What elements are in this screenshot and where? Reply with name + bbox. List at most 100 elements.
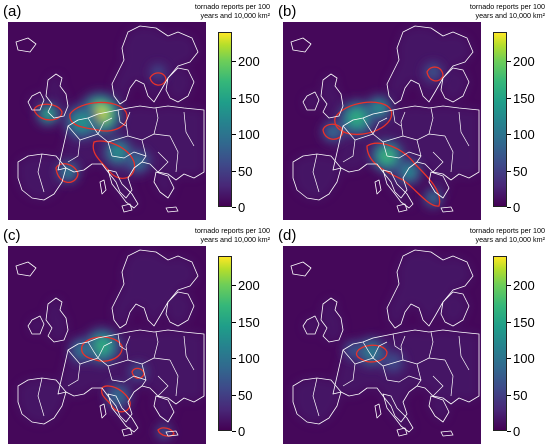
coastline: [15, 261, 37, 277]
coastline: [121, 203, 133, 213]
country-border: [444, 135, 454, 173]
coastline: [290, 261, 312, 277]
density-hotspot: [135, 369, 141, 375]
colorbar-title-line: years and 10,000 km²: [475, 11, 545, 20]
panel-label: (d): [278, 227, 297, 244]
coastline: [165, 430, 179, 437]
coastline: [386, 249, 474, 329]
colorbar-tick-label: 100: [513, 351, 535, 367]
colorbar-title: tornado reports per 100 years and 10,000 …: [152, 2, 270, 20]
colorbar-tick-label: 100: [238, 127, 260, 143]
country-border: [392, 109, 402, 127]
coastline: [302, 91, 320, 111]
colorbar-tick-mark: [507, 97, 511, 99]
density-hotspot: [76, 116, 88, 128]
country-border: [67, 349, 81, 387]
colorbar-title-line: tornado reports per 100: [469, 226, 545, 235]
coastline: [386, 25, 474, 105]
country-border: [87, 341, 99, 359]
country-border: [79, 357, 113, 381]
country-border: [125, 111, 131, 137]
country-border: [458, 335, 470, 371]
country-border: [157, 151, 169, 173]
density-contour: [157, 427, 175, 437]
colorbar-tick-mark: [507, 431, 511, 432]
density-contour: [149, 72, 167, 86]
colorbar-title-line: years and 10,000 km²: [200, 235, 270, 244]
colorbar-tick-label: 150: [238, 90, 260, 106]
country-border: [97, 117, 113, 135]
colorbar-tick-mark: [232, 61, 236, 63]
coastline: [332, 105, 480, 199]
country-border: [432, 375, 444, 397]
colorbar-tick-label: 200: [238, 278, 260, 294]
density-hotspot: [96, 340, 108, 352]
country-border: [362, 341, 374, 359]
europe-map: [283, 246, 481, 444]
density-hotspot: [350, 347, 356, 353]
country-border: [312, 153, 320, 193]
coastline: [320, 297, 344, 343]
colorbar-tick-mark: [232, 321, 236, 323]
country-border: [458, 111, 470, 147]
colorbar-title-line: tornado reports per 100: [469, 2, 545, 11]
density-contour: [69, 101, 128, 132]
density-hotspot: [375, 104, 383, 112]
map-panel-d: (d) tornado reports per 100 years and 10,…: [275, 224, 550, 447]
colorbar-tick-label: 0: [238, 200, 246, 215]
europe-map: [8, 22, 206, 220]
coastline: [57, 329, 205, 423]
country-border: [372, 117, 388, 135]
coastline: [292, 153, 342, 201]
density-contour: [33, 103, 63, 121]
coastline: [165, 67, 195, 103]
country-border: [354, 133, 388, 157]
colorbar-tick-label: 150: [513, 90, 535, 106]
coastline: [440, 291, 470, 327]
colorbar-tick-label: 200: [238, 54, 260, 70]
europe-map: [8, 246, 206, 444]
country-border: [67, 125, 81, 163]
country-border: [392, 333, 402, 351]
coastline: [17, 153, 67, 201]
country-border: [117, 109, 127, 127]
coastline: [302, 315, 320, 335]
coastline: [165, 206, 179, 213]
panel-label: (b): [278, 3, 297, 20]
colorbar-tick-mark: [507, 321, 511, 323]
density-contour: [322, 123, 344, 140]
country-border: [183, 111, 195, 147]
coastline: [153, 395, 175, 423]
europe-map: [283, 22, 481, 220]
colorbar-tick-label: 200: [513, 54, 535, 70]
country-border: [354, 357, 388, 381]
country-border: [157, 375, 169, 397]
coastline: [111, 249, 199, 329]
country-border: [169, 359, 179, 397]
coastline: [27, 315, 45, 335]
colorbar-tick-label: 0: [238, 424, 246, 439]
country-border: [97, 341, 113, 359]
colorbar-title: tornado reports per 100 years and 10,000 …: [427, 226, 545, 244]
coastline: [440, 67, 470, 103]
colorbar-tick-mark: [232, 134, 236, 136]
density-hotspot: [161, 429, 167, 435]
coastline: [320, 73, 344, 119]
colorbar-tick-mark: [507, 134, 511, 136]
country-border: [428, 331, 434, 359]
colorbar-tick-mark: [232, 394, 236, 396]
colorbar-tick-mark: [507, 170, 511, 172]
country-border: [386, 375, 422, 383]
density-hotspot: [113, 147, 123, 157]
coastline: [17, 377, 67, 425]
colorbar-tick-mark: [507, 61, 511, 63]
country-border: [372, 341, 388, 359]
density-hotspot: [155, 69, 161, 75]
colorbar-tick-mark: [232, 358, 236, 360]
country-border: [342, 349, 356, 387]
colorbar-tick-mark: [232, 285, 236, 287]
coastline: [428, 395, 450, 423]
coastline: [428, 171, 450, 199]
colorbar-tick-mark: [507, 285, 511, 287]
colorbar-tick-mark: [507, 207, 511, 208]
